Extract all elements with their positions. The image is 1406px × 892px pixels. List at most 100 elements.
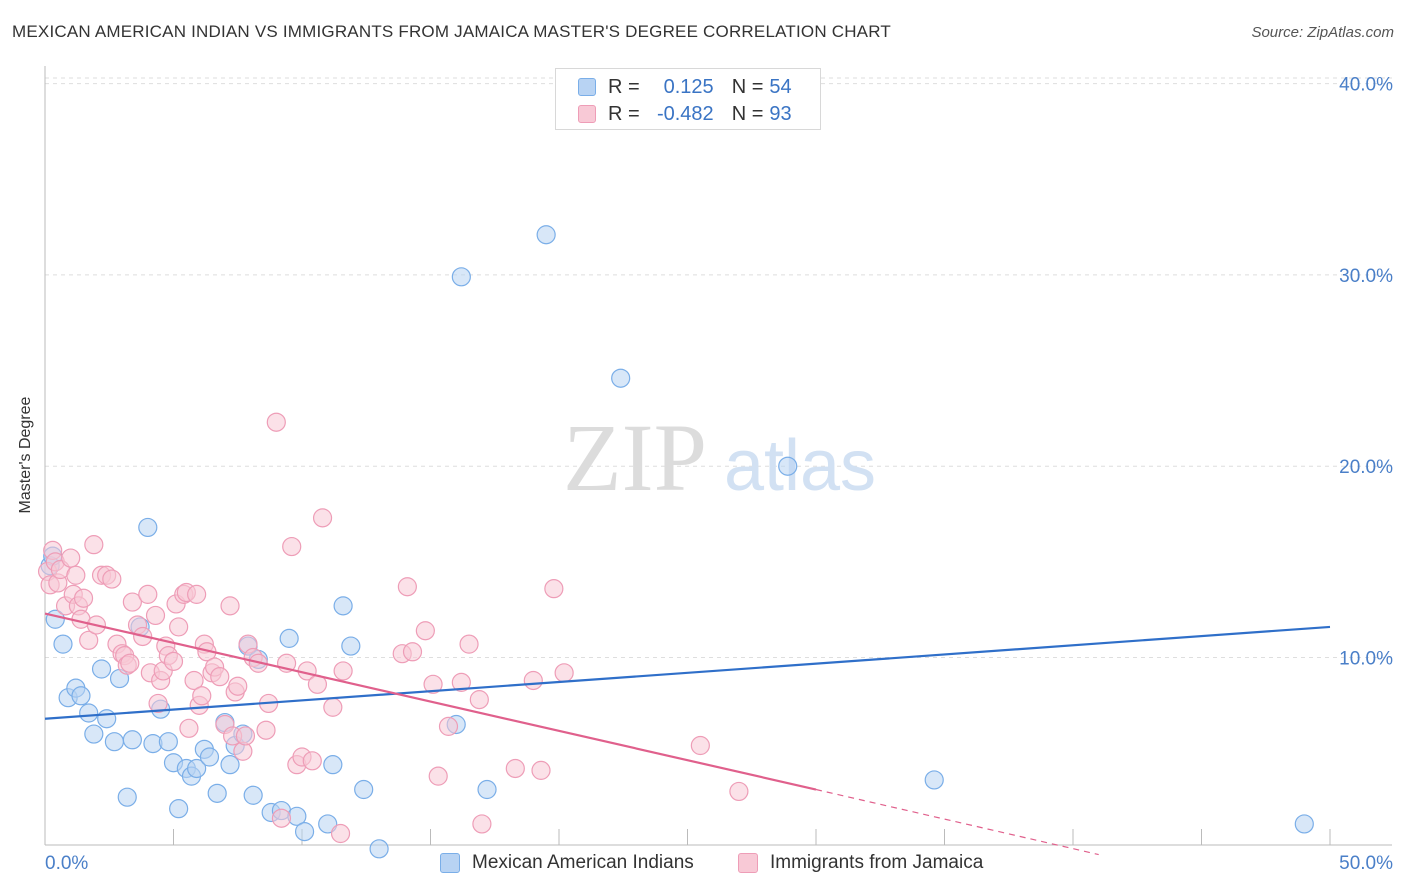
jamaica-point xyxy=(271,808,292,828)
mexican-point xyxy=(341,636,361,656)
jamaica-point xyxy=(148,693,168,714)
jamaica-point xyxy=(469,690,489,710)
x-tick-label-min: 0.0% xyxy=(45,853,88,874)
legend-row-jamaica: R = -0.482 N = 93 xyxy=(578,101,792,127)
jamaica-trend-line xyxy=(44,612,817,791)
jamaica-point xyxy=(192,686,212,706)
jamaica-point xyxy=(163,651,184,671)
jamaica-point xyxy=(228,676,248,696)
jamaica-point xyxy=(333,661,353,681)
mexican-point xyxy=(333,596,353,616)
jamaica-point xyxy=(690,735,710,756)
gridlines xyxy=(45,77,1392,659)
jamaica-point xyxy=(120,653,140,673)
correlation-legend: R = 0.125 N = 54 R = -0.482 N = 93 xyxy=(555,68,821,130)
legend-n-label: N = xyxy=(731,75,764,98)
jamaica-point xyxy=(312,508,333,528)
jamaica-point xyxy=(184,670,204,691)
data-points xyxy=(37,225,1314,859)
jamaica-trend-extension xyxy=(815,788,1099,856)
jamaica-point xyxy=(102,569,122,589)
mexican-point xyxy=(169,799,189,819)
jamaica-point xyxy=(554,663,574,683)
mexican-point xyxy=(71,686,91,706)
mexican-point xyxy=(354,779,374,800)
jamaica-point xyxy=(505,758,525,779)
series-name-mexican: Mexican American Indians xyxy=(472,852,694,873)
mexican-point xyxy=(220,755,240,775)
jamaica-point xyxy=(122,592,142,612)
jamaica-point xyxy=(330,823,351,844)
x-tick-label-max: 50.0% xyxy=(1339,853,1393,874)
jamaica-point xyxy=(531,760,551,780)
legend-n-value: 93 xyxy=(769,102,792,125)
jamaica-point xyxy=(256,720,276,740)
jamaica-point xyxy=(729,781,749,802)
mexican-point xyxy=(53,634,73,654)
jamaica-point xyxy=(282,536,302,557)
jamaica-point xyxy=(266,412,286,432)
jamaica-point xyxy=(66,565,86,585)
mexican-point xyxy=(477,779,497,800)
jamaica-point xyxy=(323,697,343,717)
legend-row-mexican: R = 0.125 N = 54 xyxy=(578,74,792,100)
jamaica-point xyxy=(187,584,207,604)
legend-swatch-blue xyxy=(578,78,596,96)
trend-lines xyxy=(44,612,1331,856)
jamaica-point xyxy=(438,716,459,736)
watermark-zip: ZIP xyxy=(563,404,707,511)
mexican-point xyxy=(97,709,117,729)
jamaica-point xyxy=(73,588,94,608)
legend-r-label: R = xyxy=(608,75,640,98)
mexican-point xyxy=(369,839,389,859)
jamaica-point xyxy=(302,751,322,771)
jamaica-point xyxy=(459,634,479,654)
mexican-point xyxy=(104,732,124,752)
legend-n-label: N = xyxy=(731,102,764,125)
mexican-point xyxy=(243,785,263,805)
jamaica-point xyxy=(169,617,189,637)
jamaica-point xyxy=(84,535,104,555)
mexican-point xyxy=(611,368,631,388)
jamaica-point xyxy=(428,766,448,786)
jamaica-point xyxy=(472,814,492,834)
mexican-point xyxy=(138,517,158,538)
chart-title: MEXICAN AMERICAN INDIAN VS IMMIGRANTS FR… xyxy=(12,22,891,41)
series-swatch-pink xyxy=(738,853,758,873)
jamaica-point xyxy=(210,667,230,687)
chart-source: Source: ZipAtlas.com xyxy=(1251,24,1394,41)
jamaica-point xyxy=(79,630,99,650)
jamaica-point xyxy=(451,672,471,692)
mexican-point xyxy=(91,659,112,679)
jamaica-point xyxy=(61,548,81,568)
jamaica-point xyxy=(138,584,158,604)
jamaica-point xyxy=(523,670,543,691)
mexican-point xyxy=(1294,814,1314,834)
jamaica-point xyxy=(544,579,564,599)
watermark-atlas: atlas xyxy=(724,426,876,506)
legend-swatch-pink xyxy=(578,105,596,123)
mexican-point xyxy=(79,703,99,723)
series-legend-mexican: Mexican American Indians xyxy=(440,852,694,874)
mexican-point xyxy=(187,758,207,779)
jamaica-point xyxy=(402,642,423,662)
series-name-jamaica: Immigrants from Jamaica xyxy=(770,852,984,873)
jamaica-point xyxy=(423,674,443,694)
watermark: ZIP atlas xyxy=(563,404,876,511)
legend-r-label: R = xyxy=(608,102,640,125)
mexican-point xyxy=(924,770,944,790)
mexican-point xyxy=(318,814,338,834)
mexican-point xyxy=(158,732,178,752)
y-tick-label: 40.0% xyxy=(1339,75,1393,96)
y-tick-label: 20.0% xyxy=(1339,457,1393,478)
y-tick-label: 10.0% xyxy=(1339,649,1393,670)
legend-n-value: 54 xyxy=(769,75,792,98)
mexican-point xyxy=(451,267,471,287)
mexican-trend-line xyxy=(44,625,1331,720)
jamaica-point xyxy=(397,577,417,597)
y-tick-label: 30.0% xyxy=(1339,266,1393,287)
mexican-point xyxy=(778,456,798,476)
mexican-point xyxy=(117,787,137,807)
jamaica-point xyxy=(235,726,256,746)
